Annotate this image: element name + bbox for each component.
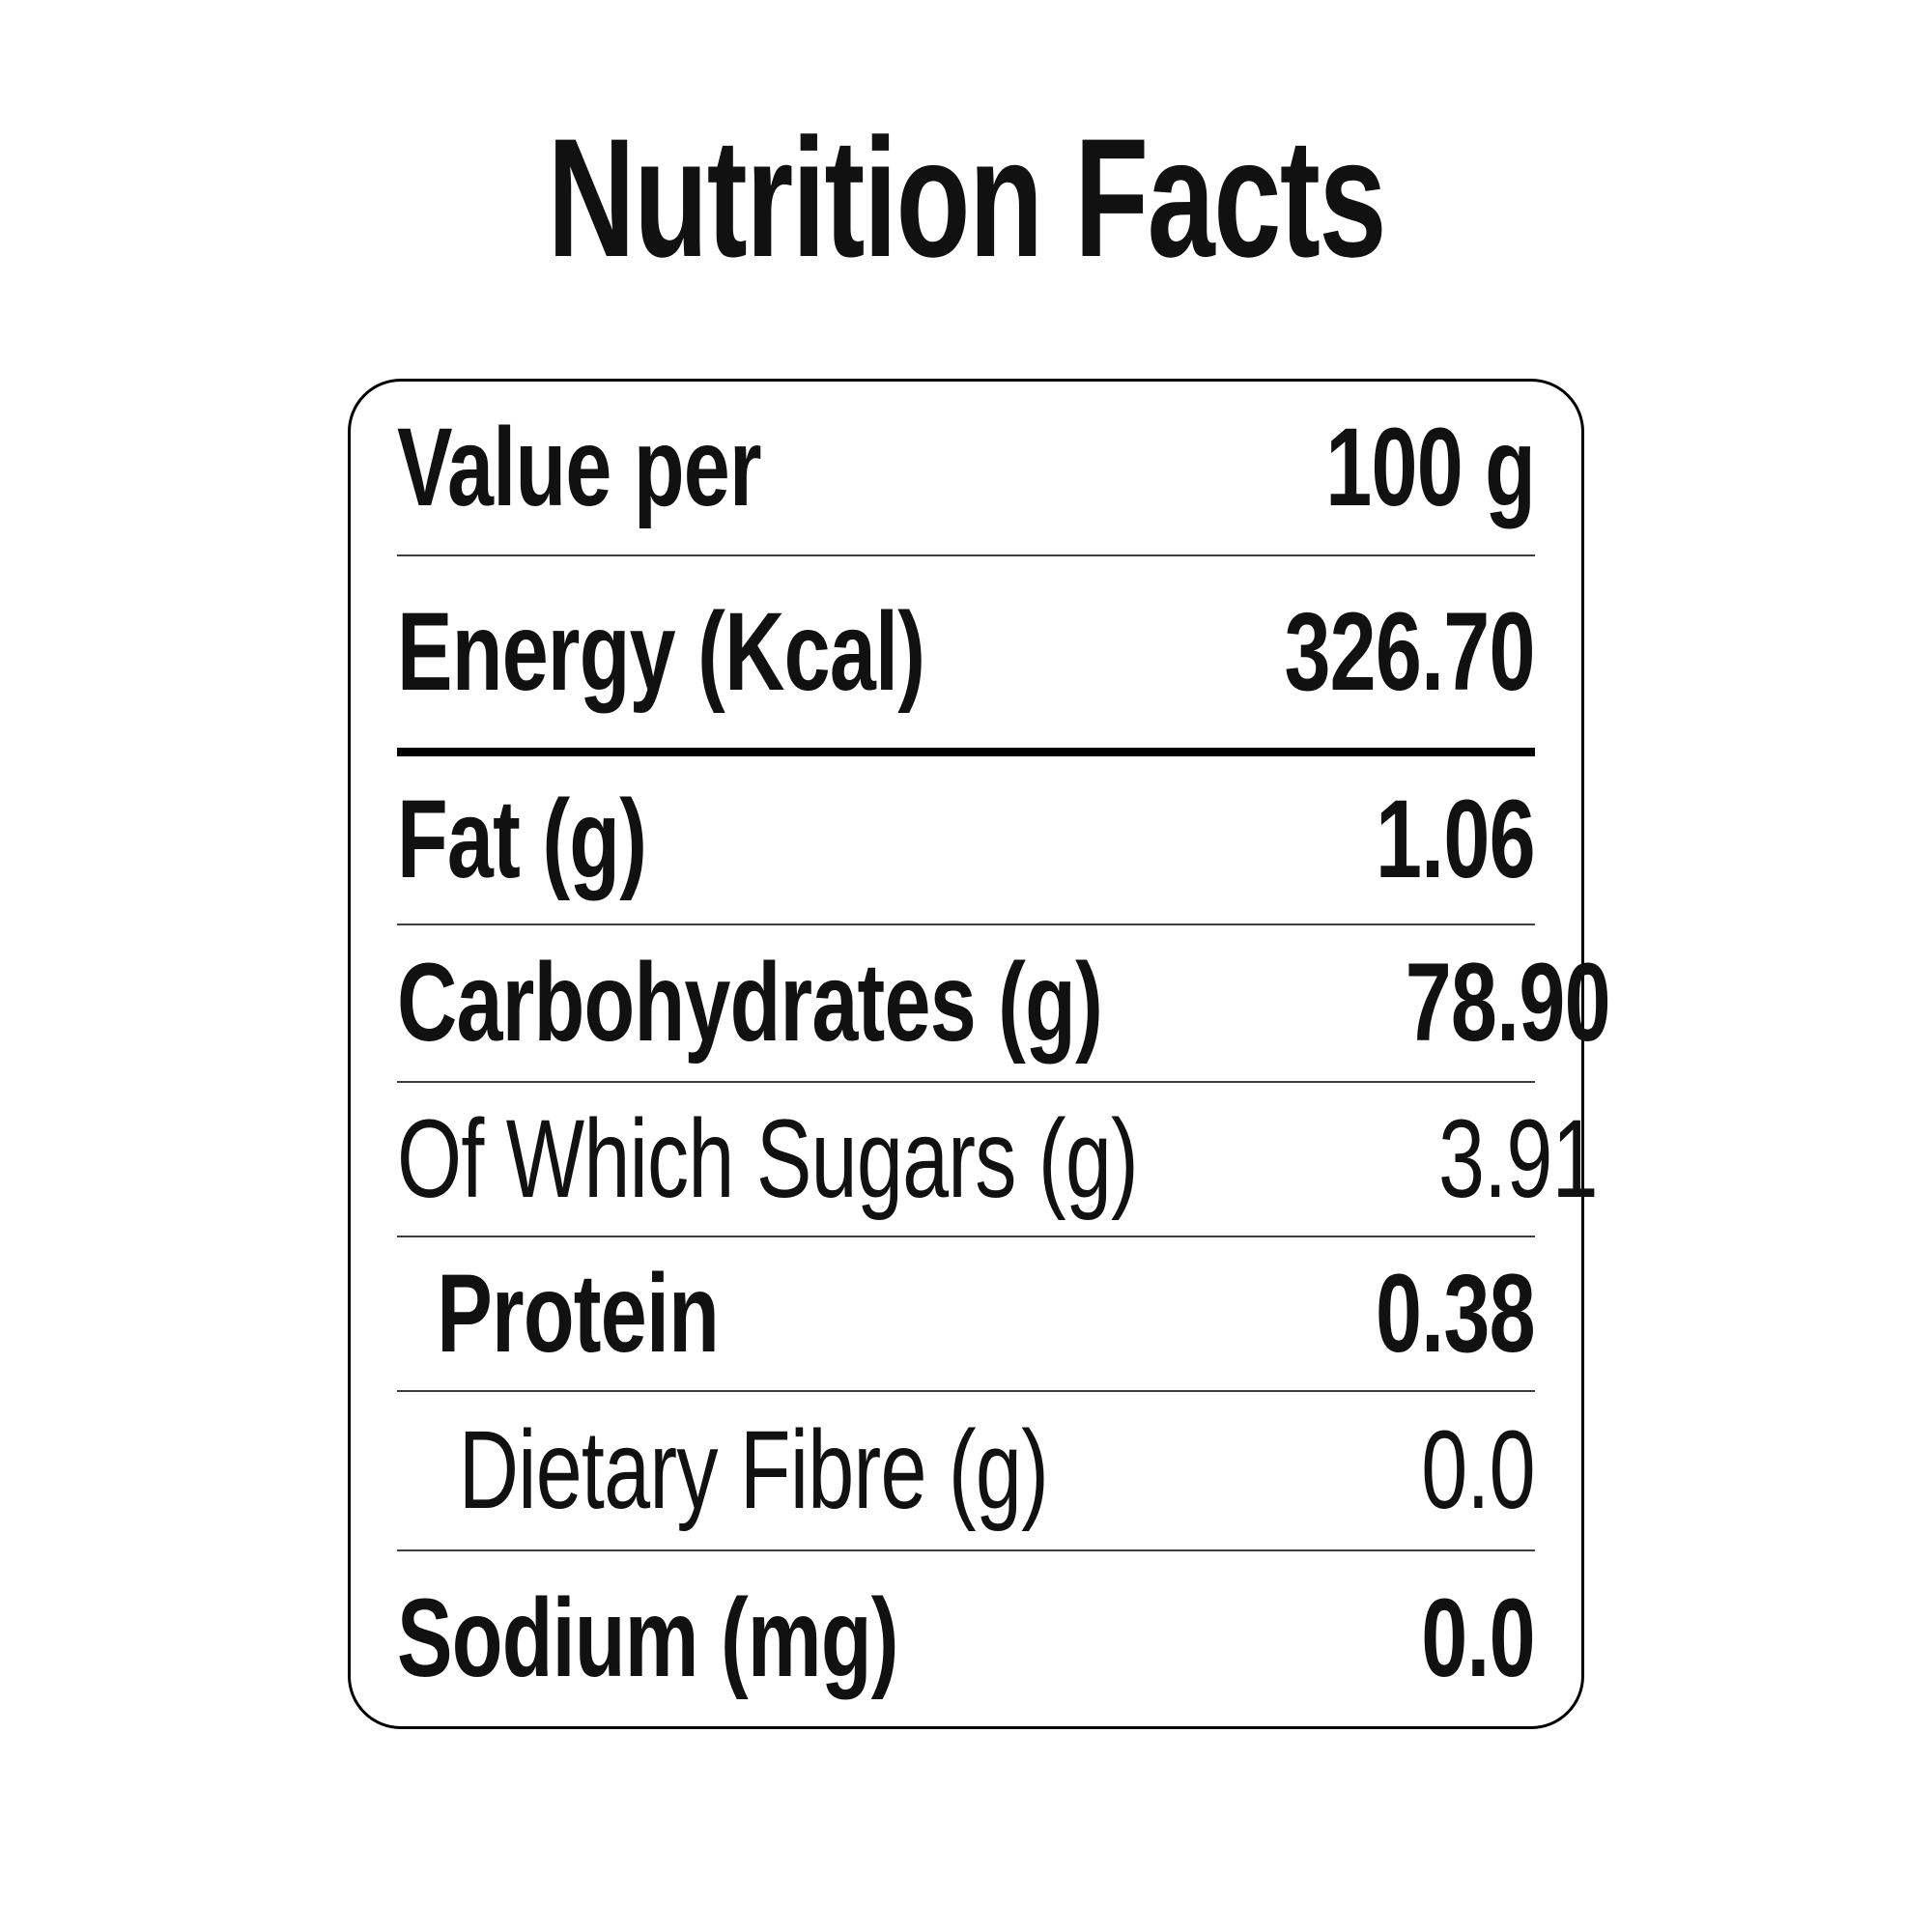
row-label: Carbohydrates (g) bbox=[397, 941, 1103, 1065]
table-row: Fat (g) 1.06 bbox=[397, 756, 1536, 925]
table-row: Energy (Kcal) 326.70 bbox=[397, 556, 1536, 756]
table-row: Value per 100 g bbox=[397, 382, 1536, 556]
row-value: 0.0 bbox=[1421, 1577, 1535, 1700]
row-value: 326.70 bbox=[1284, 589, 1536, 714]
nutrition-facts-box: Value per 100 g Energy (Kcal) 326.70 Fat (g)… bbox=[348, 379, 1611, 1729]
row-label: Dietary Fibre (g) bbox=[458, 1408, 1049, 1532]
table-row: Of Which Sugars (g) 3.91 bbox=[397, 1083, 1598, 1237]
row-value: 0.38 bbox=[1376, 1251, 1536, 1376]
page-title: Nutrition Facts bbox=[0, 114, 1932, 283]
row-label: Sodium (mg) bbox=[397, 1577, 899, 1700]
row-value: 78.90 bbox=[1406, 941, 1611, 1065]
row-label: Value per bbox=[397, 406, 762, 529]
row-value: 3.91 bbox=[1437, 1096, 1599, 1221]
table-row: Sodium (mg) 0.0 bbox=[397, 1551, 1536, 1726]
row-value: 100 g bbox=[1325, 406, 1536, 529]
row-label: Protein bbox=[437, 1251, 720, 1376]
table-row: Carbohydrates (g) 78.90 bbox=[397, 925, 1611, 1083]
page-title-text: Nutrition Facts bbox=[547, 104, 1386, 293]
table-row: Protein 0.38 bbox=[397, 1237, 1536, 1392]
row-label: Fat (g) bbox=[397, 778, 647, 901]
row-label: Of Which Sugars (g) bbox=[397, 1096, 1139, 1221]
row-value: 0.0 bbox=[1421, 1408, 1535, 1532]
row-value: 1.06 bbox=[1376, 778, 1536, 901]
table-row: Dietary Fibre (g) 0.0 bbox=[397, 1392, 1536, 1551]
row-label: Energy (Kcal) bbox=[397, 589, 925, 714]
